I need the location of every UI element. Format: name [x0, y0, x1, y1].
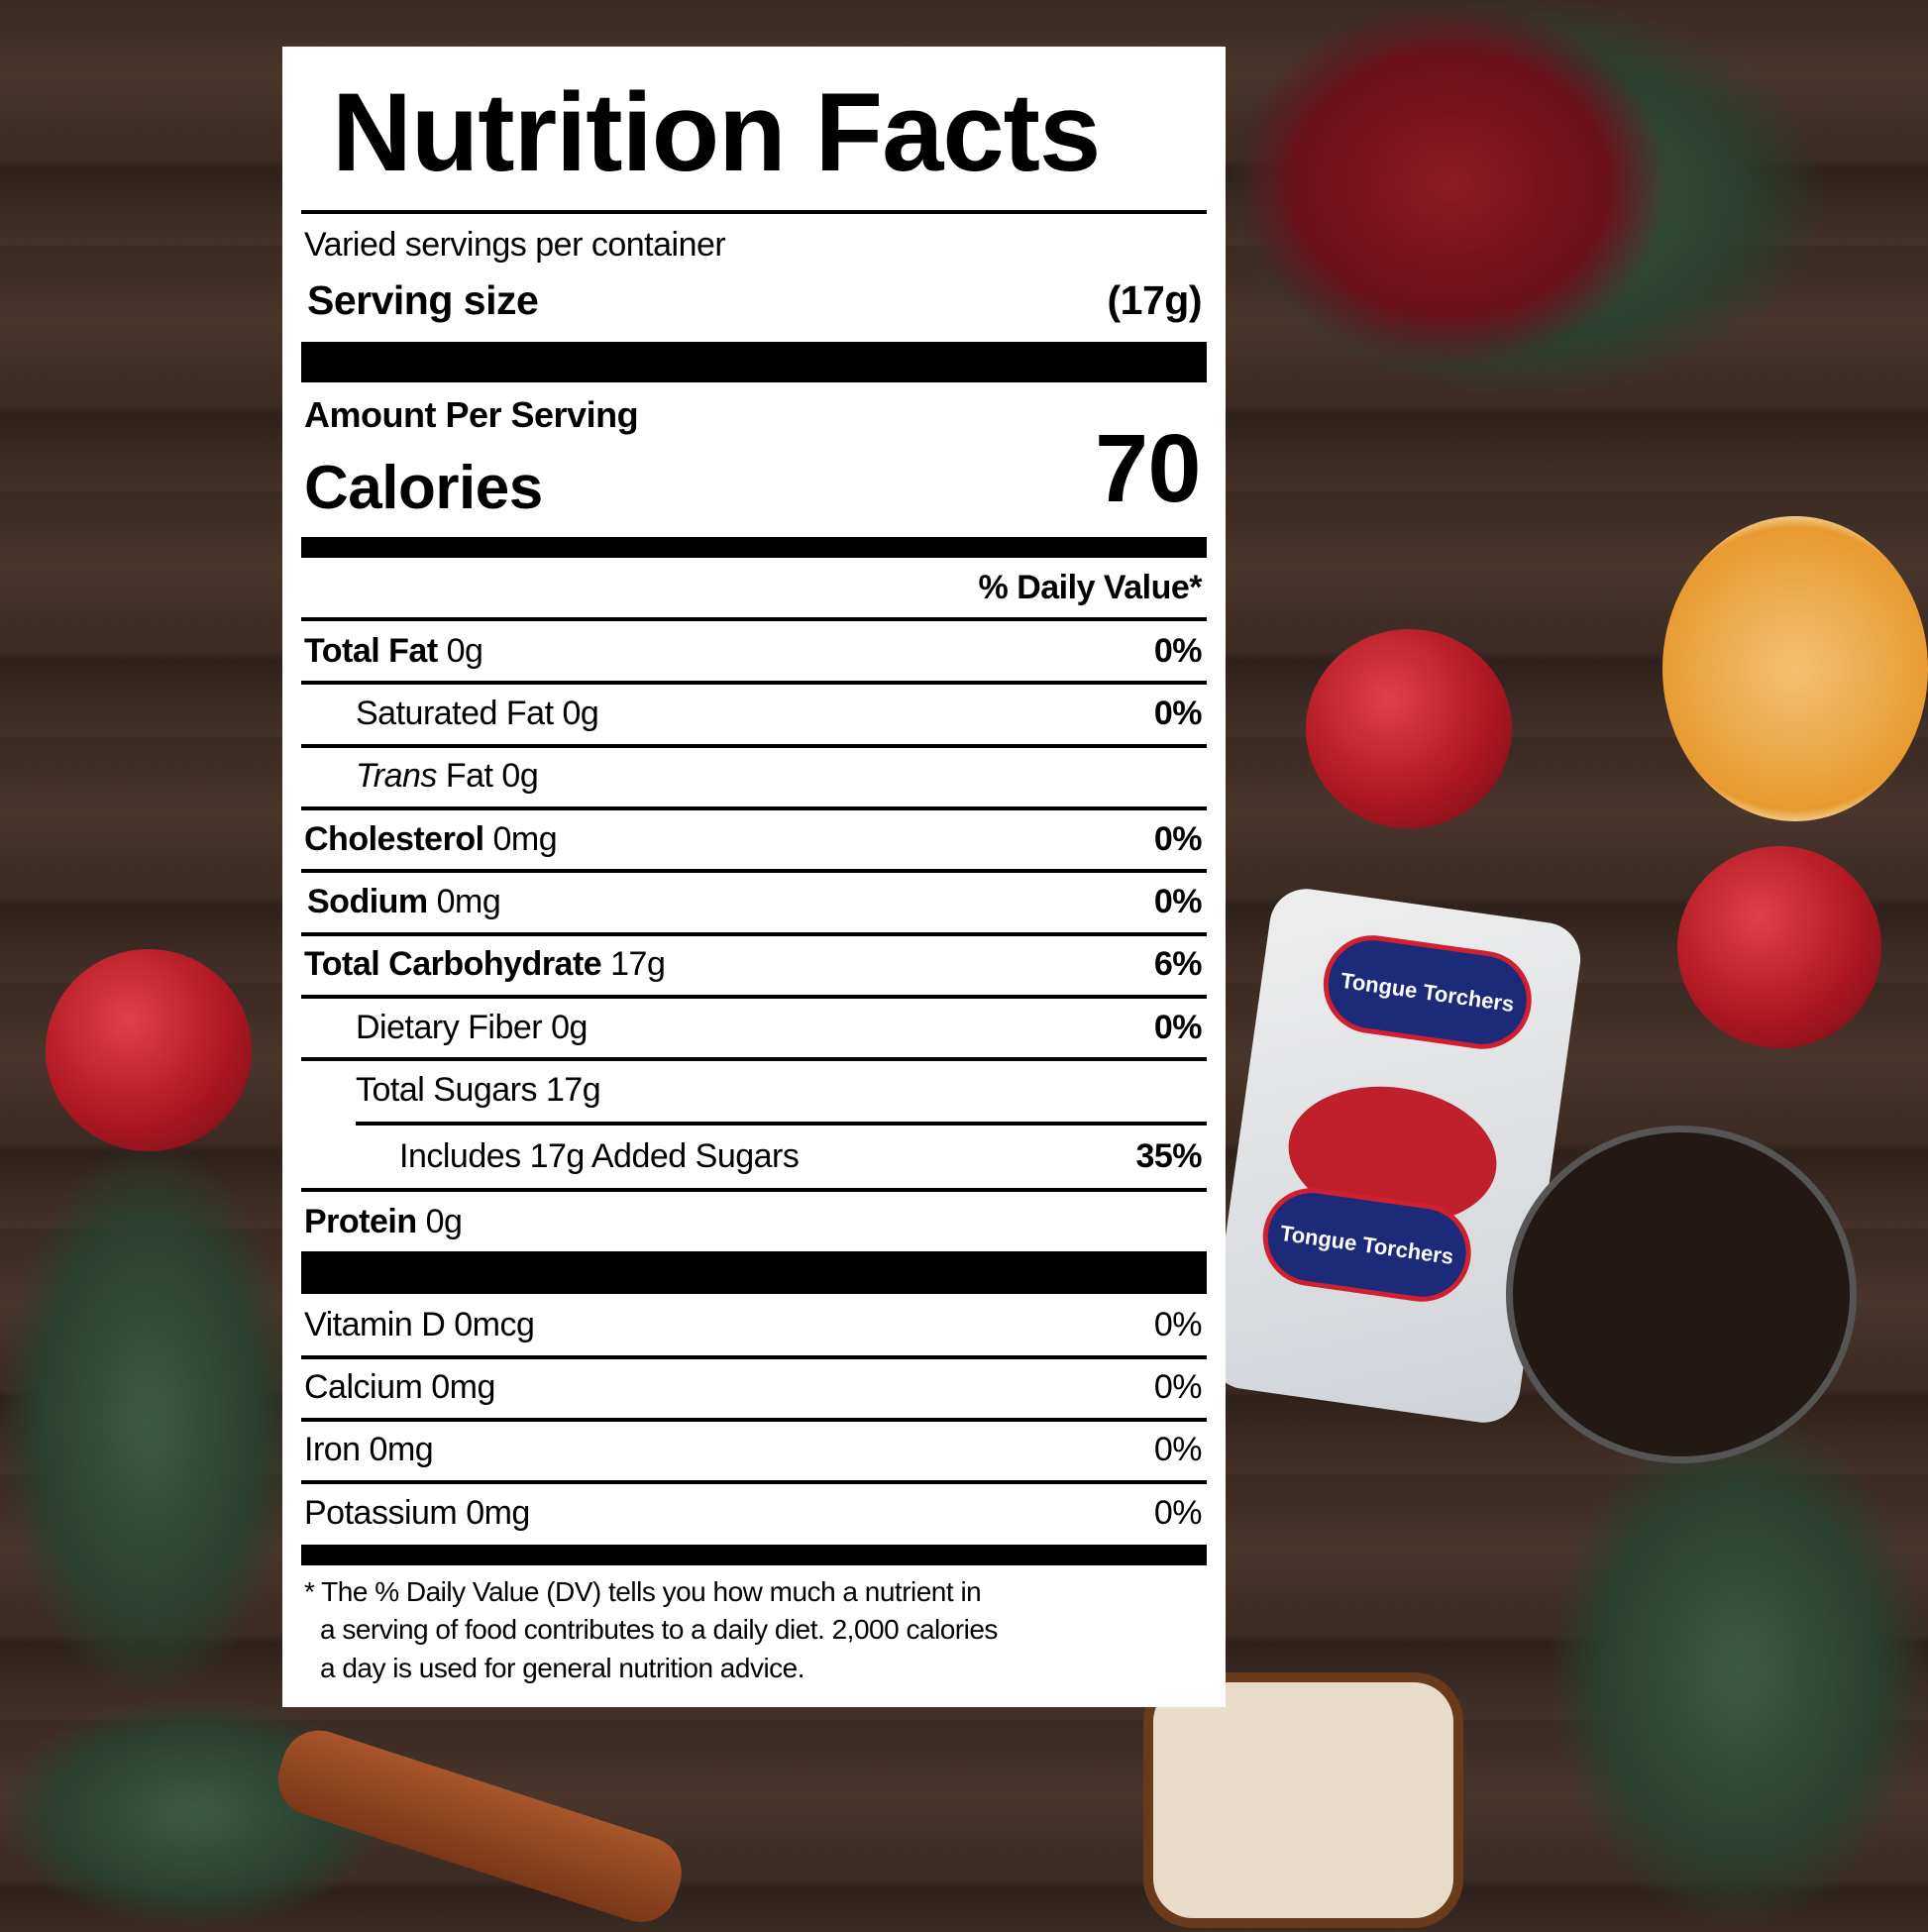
nutrient-name: Total Carbohydrate [304, 945, 602, 983]
divider [301, 1355, 1207, 1359]
nutrient-dv: 35% [1135, 1137, 1202, 1175]
nutrient-name: Fat [445, 757, 493, 795]
divider [301, 1480, 1207, 1484]
thick-divider [301, 1545, 1207, 1565]
daily-value-header: % Daily Value* [978, 569, 1203, 606]
serving-size-value: (17g) [1107, 277, 1203, 323]
nutrient-row: Protein 0g [304, 1203, 463, 1241]
vitamin-row: Iron 0mg [304, 1431, 434, 1469]
nutrient-row: Total Carbohydrate 17g [304, 945, 666, 984]
nutrient-name: Includes 17g Added Sugars [399, 1137, 800, 1175]
nutrient-name: Sodium [307, 883, 428, 920]
footnote-line: a serving of food contributes to a daily… [320, 1614, 998, 1645]
nutrient-dv: 0% [1153, 883, 1203, 920]
vitamin-name: Iron [304, 1431, 361, 1468]
calories-value: 70 [1095, 414, 1201, 522]
nutrient-name: Dietary Fiber [356, 1009, 543, 1046]
vitamin-amount: 0mg [466, 1494, 530, 1532]
vitamin-name: Potassium [304, 1494, 458, 1532]
nutrient-amount: 0g [551, 1009, 588, 1046]
nutrient-amount: 17g [545, 1071, 601, 1109]
serving-size-label: Serving size [307, 277, 539, 323]
candy-ball [46, 949, 252, 1151]
nutrient-dv: 0% [1153, 820, 1203, 858]
amount-per-serving: Amount Per Serving [304, 394, 639, 435]
nutrient-amount: 17g [610, 945, 666, 983]
nutrient-amount: 0mg [492, 820, 558, 858]
nutrient-name: Trans [356, 757, 437, 795]
nutrient-dv: 0% [1153, 632, 1203, 670]
nutrient-amount: 0g [501, 757, 539, 795]
vitamin-amount: 0mcg [454, 1306, 535, 1343]
vitamin-name: Calcium [304, 1368, 423, 1406]
nutrient-row: Total Sugars 17g [356, 1071, 601, 1110]
nutrient-row: Cholesterol 0mg [304, 820, 558, 859]
vitamin-amount: 0mg [369, 1431, 434, 1468]
nutrient-amount: 0g [446, 632, 483, 670]
nutrient-name: Cholesterol [304, 820, 484, 858]
brand-logo: Tongue Torchers [1317, 928, 1539, 1056]
divider [301, 744, 1207, 748]
nutrient-row: Dietary Fiber 0g [356, 1009, 588, 1047]
nutrient-row: Trans Fat 0g [356, 757, 539, 796]
label-title: Nutrition Facts [332, 70, 1101, 194]
nutrient-amount: 0g [425, 1203, 463, 1240]
dried-orange [1662, 516, 1928, 821]
gingerbread-cookie [1143, 1672, 1463, 1928]
divider [301, 869, 1207, 873]
vitamin-row: Vitamin D 0mcg [304, 1306, 535, 1344]
nutrient-name: Total Fat [304, 632, 438, 670]
nutrient-name: Saturated Fat [356, 695, 554, 732]
thick-divider [301, 342, 1207, 382]
red-bow [1230, 0, 1672, 369]
pine-branch [0, 1143, 297, 1698]
thick-divider [301, 537, 1207, 558]
nutrient-row: Sodium 0mg [307, 883, 501, 921]
vitamin-dv: 0% [1153, 1494, 1203, 1532]
thick-divider [301, 1251, 1207, 1294]
footnote-line: a day is used for general nutrition advi… [320, 1653, 805, 1683]
divider [301, 617, 1207, 621]
divider [301, 995, 1207, 999]
vitamin-name: Vitamin D [304, 1306, 446, 1343]
nutrient-amount: 0g [562, 695, 599, 732]
divider [301, 1188, 1207, 1192]
vitamin-dv: 0% [1153, 1368, 1203, 1406]
nutrient-row: Saturated Fat 0g [356, 695, 599, 733]
nutrient-dv: 0% [1153, 1009, 1203, 1046]
nutrient-amount: 0mg [436, 883, 501, 920]
vitamin-row: Potassium 0mg [304, 1494, 530, 1533]
nutrient-dv: 0% [1153, 695, 1203, 732]
divider [301, 932, 1207, 936]
pine-branch [1550, 1414, 1928, 1928]
candy-ball [1677, 846, 1881, 1048]
divider [301, 681, 1207, 685]
divider [301, 1418, 1207, 1422]
servings-per-container: Varied servings per container [304, 226, 726, 264]
nutrient-row: Includes 17g Added Sugars [399, 1137, 800, 1176]
footnote-line: * The % Daily Value (DV) tells you how m… [304, 1576, 982, 1607]
vitamin-dv: 0% [1153, 1431, 1203, 1468]
divider [301, 806, 1207, 810]
nutrient-row: Total Fat 0g [304, 632, 483, 671]
divider [301, 210, 1207, 214]
candy-ball [1306, 629, 1512, 828]
calories-label: Calories [304, 454, 543, 522]
nutrient-dv: 6% [1153, 945, 1203, 983]
nutrient-name: Protein [304, 1203, 417, 1240]
divider [301, 1057, 1207, 1061]
cookie-cutter [1506, 1126, 1857, 1463]
vitamin-dv: 0% [1153, 1306, 1203, 1343]
divider [356, 1122, 1207, 1126]
nutrition-facts-label: Nutrition Facts Varied servings per cont… [282, 47, 1226, 1707]
vitamin-row: Calcium 0mg [304, 1368, 495, 1407]
nutrient-name: Total Sugars [356, 1071, 538, 1109]
vitamin-amount: 0mg [431, 1368, 495, 1406]
